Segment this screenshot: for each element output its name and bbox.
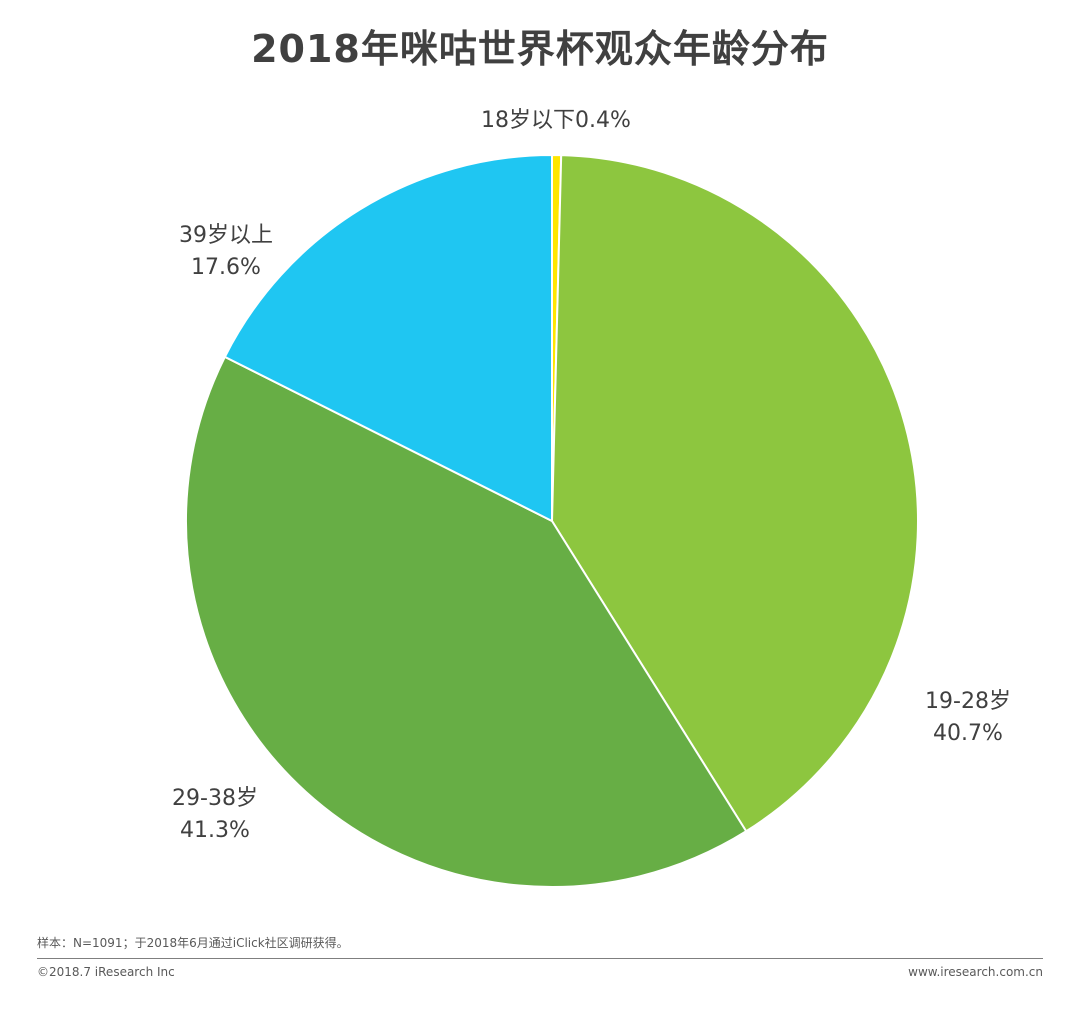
website-link[interactable]: www.iresearch.com.cn xyxy=(908,965,1043,979)
pie-slice-3 xyxy=(185,355,748,889)
slice-value-label-2: 40.7% xyxy=(933,721,1003,746)
pie-slice-4 xyxy=(223,154,553,522)
slice-value-label-4: 17.6% xyxy=(191,255,261,280)
slice-category-label-3: 29-38岁 xyxy=(172,786,258,811)
slice-value-label-3: 41.3% xyxy=(180,818,250,843)
slice-category-label-4: 39岁以上 xyxy=(179,223,273,248)
footer-divider xyxy=(37,958,1043,959)
slice-label-1: 18岁以下0.4% xyxy=(481,108,631,133)
slice-category-label-2: 19-28岁 xyxy=(925,689,1011,714)
copyright-text: ©2018.7 iResearch Inc xyxy=(37,965,175,979)
pie-slice-2 xyxy=(551,154,919,833)
sample-note: 样本：N=1091；于2018年6月通过iClick社区调研获得。 xyxy=(37,936,349,950)
chart-title: 2018年咪咕世界杯观众年龄分布 xyxy=(251,27,829,71)
